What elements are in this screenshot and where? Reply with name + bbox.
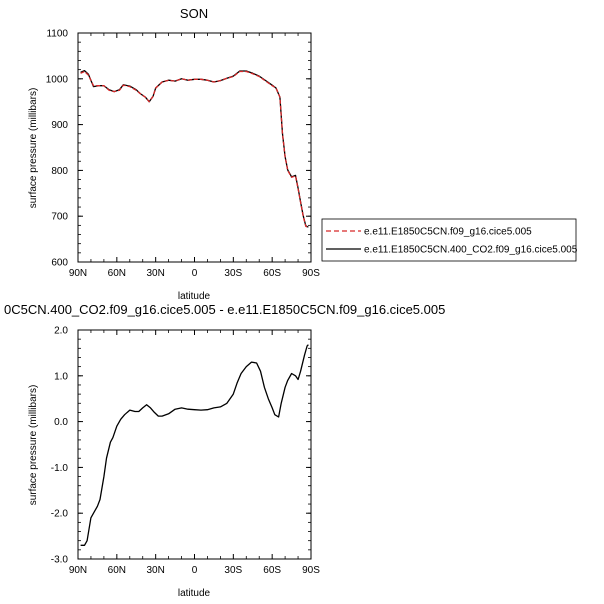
y-tick-label-1-3: 0.0 (54, 417, 68, 428)
y-tick-label-1-5: 2.0 (54, 326, 68, 337)
top-panel-title: SON (180, 6, 208, 21)
y-tick-label-0-4: 1000 (46, 74, 69, 85)
top-y-axis-title: surface pressure (millibars) (28, 88, 39, 209)
y-tick-label-0-1: 700 (51, 212, 68, 223)
bottom-panel-title: 0C5CN.400_CO2.f09_g16.cice5.005 - e.e11.… (4, 302, 445, 317)
y-tick-label-0-3: 900 (51, 120, 68, 131)
bottom-panel: 0C5CN.400_CO2.f09_g16.cice5.005 - e.e11.… (4, 302, 445, 599)
top-series-group (80, 69, 309, 229)
x-tick-label-0-5: 60S (263, 268, 281, 279)
x-tick-label-1-1: 60N (108, 565, 126, 576)
x-tick-label-1-0: 90N (69, 565, 87, 576)
x-tick-label-1-6: 90S (302, 565, 320, 576)
x-tick-label-0-3: 0 (192, 268, 198, 279)
y-tick-label-1-4: 1.0 (54, 371, 68, 382)
top-panel: SON 90N 60N 30N 0 30S 60S 90S 600 700 800 900 1000 1… (28, 6, 320, 302)
legend: e.e11.E1850C5CN.f09_g16.cice5.005 e.e11.… (321, 218, 578, 262)
legend-label-0: e.e11.E1850C5CN.f09_g16.cice5.005 (364, 227, 532, 238)
x-tick-label-0-2: 30N (146, 268, 164, 279)
x-tick-label-0-6: 90S (302, 268, 320, 279)
y-tick-label-0-5: 1100 (46, 29, 68, 40)
x-tick-label-0-1: 60N (108, 268, 126, 279)
y-tick-label-0-2: 800 (51, 166, 68, 177)
x-tick-label-1-2: 30N (146, 565, 164, 576)
bottom-series-group (80, 344, 309, 546)
x-tick-label-1-4: 30S (224, 565, 242, 576)
y-tick-label-1-0: -3.0 (51, 555, 69, 566)
legend-box (321, 218, 577, 262)
x-tick-label-1-3: 0 (192, 565, 198, 576)
bottom-y-axis-title: surface pressure (millibars) (28, 385, 39, 506)
series-line-0-0 (80, 70, 309, 229)
y-tick-label-0-0: 600 (51, 258, 68, 269)
x-tick-label-0-0: 90N (69, 268, 87, 279)
top-axis-ticks: 90N 60N 30N 0 30S 60S 90S 600 700 800 900 1000 1100 (46, 29, 320, 280)
y-tick-label-1-1: -2.0 (51, 509, 69, 520)
series-line-0-1 (80, 69, 309, 228)
bottom-axis-ticks: 90N 60N 30N 0 30S 60S 90S -3.0 -2.0 -1.0 0.0 1.0 2.0 (51, 326, 320, 577)
top-plot-frame (77, 32, 312, 263)
y-tick-label-1-2: -1.0 (51, 463, 69, 474)
x-tick-label-1-5: 60S (263, 565, 281, 576)
bottom-plot-frame (77, 329, 312, 560)
series-line-1-0 (80, 344, 309, 546)
bottom-x-axis-title: latitude (178, 588, 211, 599)
legend-label-1: e.e11.E1850C5CN.400_CO2.f09_g16.cice5.00… (364, 245, 578, 256)
x-tick-label-0-4: 30S (224, 268, 242, 279)
top-x-axis-title: latitude (178, 291, 211, 302)
